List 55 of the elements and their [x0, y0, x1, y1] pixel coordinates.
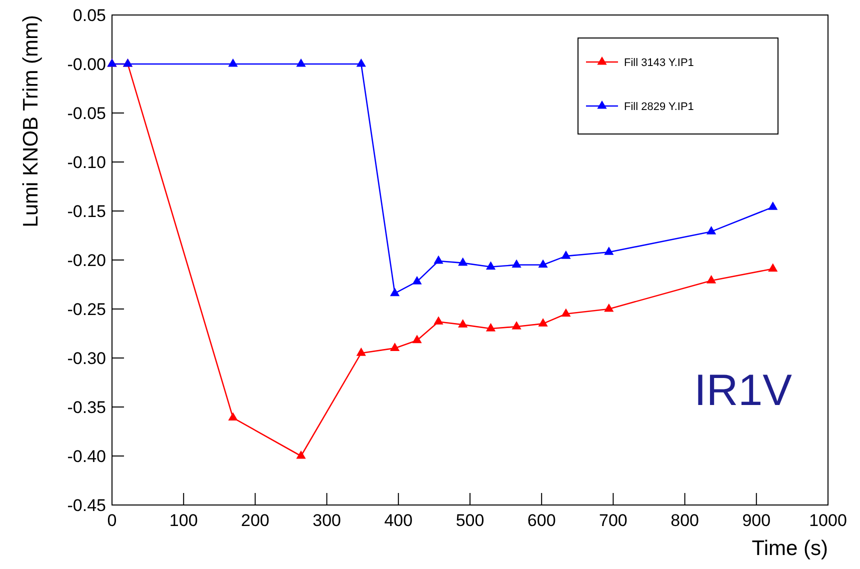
point — [706, 275, 716, 284]
point — [768, 202, 778, 210]
point — [458, 319, 468, 328]
point — [486, 261, 496, 270]
y-tick-label: -0.15 — [67, 202, 106, 221]
x-tick-label: 1000 — [809, 511, 847, 530]
y-tick-label: -0.20 — [67, 250, 106, 270]
y-tick-label: -0.00 — [67, 54, 106, 74]
x-tick-label: 300 — [312, 511, 341, 530]
y-tick-label: -0.05 — [67, 104, 106, 123]
point — [412, 334, 422, 344]
point — [296, 450, 306, 459]
point — [538, 318, 548, 326]
point — [434, 316, 444, 325]
x-tick-label: 500 — [456, 511, 484, 530]
y-tick-label: -0.30 — [67, 348, 106, 368]
y-tick-label: -0.25 — [67, 300, 106, 319]
y-tick-label: -0.40 — [67, 446, 106, 466]
x-tick-label: 800 — [670, 511, 699, 530]
x-tick-label: 700 — [599, 511, 628, 530]
point — [390, 342, 400, 351]
x-tick-label: 200 — [241, 511, 270, 530]
y-tick-label: -0.35 — [67, 398, 106, 417]
point — [538, 259, 548, 268]
x-tick-label: 100 — [169, 511, 198, 530]
point — [228, 58, 238, 67]
point — [604, 303, 614, 312]
point — [706, 226, 716, 234]
legend-label: Fill 3143 Y.IP1 — [624, 56, 694, 69]
point — [458, 257, 468, 266]
point — [296, 58, 306, 67]
y-tick-label: 0.05 — [72, 6, 106, 25]
y-tick-label: -0.10 — [67, 152, 106, 172]
y-axis-title: Lumi KNOB Trim (mm) — [19, 15, 42, 228]
point — [561, 250, 571, 259]
x-tick-label: 600 — [527, 511, 556, 530]
x-axis-title: Time (s) — [752, 537, 828, 560]
point — [486, 323, 496, 332]
point — [356, 348, 366, 356]
x-tick-label: 0 — [107, 511, 117, 530]
point — [390, 288, 400, 296]
point — [434, 255, 444, 264]
point — [768, 263, 778, 272]
y-tick-label: -0.45 — [67, 496, 106, 515]
point — [512, 321, 522, 330]
point — [561, 308, 571, 317]
x-tick-label: 900 — [742, 511, 771, 530]
legend-label: Fill 2829 Y.IP1 — [624, 100, 694, 113]
x-tick-label: 400 — [384, 511, 413, 530]
point — [356, 58, 366, 67]
point — [412, 276, 422, 284]
point — [228, 412, 238, 421]
point — [604, 246, 614, 255]
annotation: IR1V — [694, 366, 793, 415]
point — [512, 259, 522, 268]
